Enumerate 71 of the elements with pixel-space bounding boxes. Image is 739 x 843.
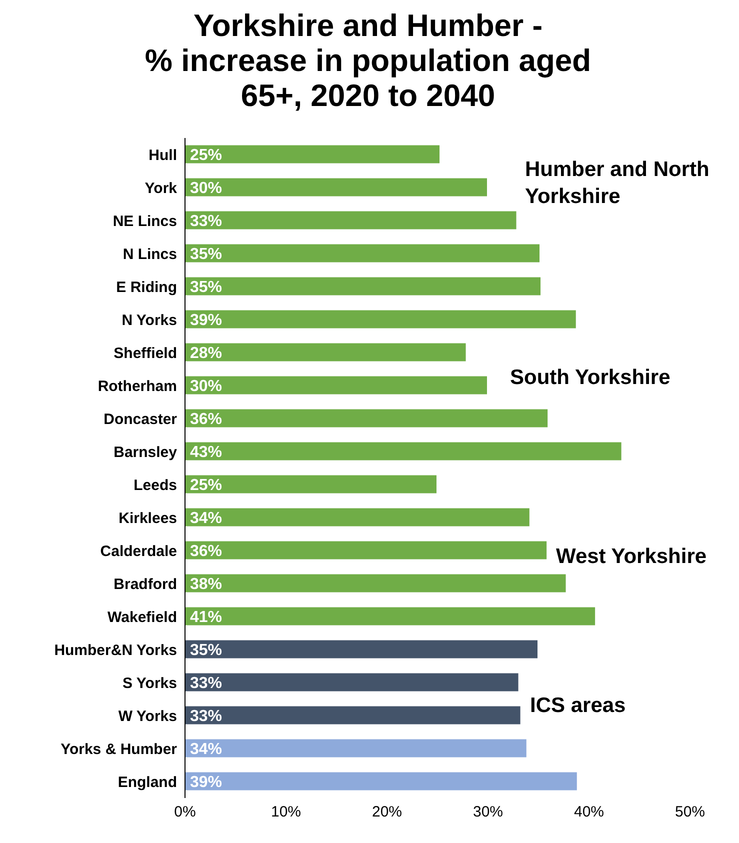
y-tick-label: Hull bbox=[148, 146, 177, 164]
y-tick-label: Rotherham bbox=[98, 378, 177, 395]
bar bbox=[185, 541, 547, 560]
data-label: 35% bbox=[190, 246, 222, 263]
bar bbox=[185, 706, 520, 724]
data-label: 35% bbox=[190, 642, 222, 659]
data-label: 38% bbox=[190, 576, 222, 593]
annotation: Humber and North Yorkshire bbox=[525, 157, 710, 210]
y-tick-label: Doncaster bbox=[104, 410, 178, 428]
y-tick-label: York bbox=[144, 180, 178, 197]
y-tick-label: Yorks & Humber bbox=[60, 740, 178, 758]
x-tick-label: 50% bbox=[674, 804, 706, 821]
bar bbox=[185, 673, 518, 692]
bar bbox=[185, 211, 516, 230]
data-label: 41% bbox=[190, 608, 222, 626]
data-label: 30% bbox=[190, 378, 222, 395]
y-tick-label: Humber&N Yorks bbox=[54, 642, 177, 659]
x-tick-label: 30% bbox=[472, 804, 504, 821]
data-label: 28% bbox=[190, 344, 222, 362]
bar bbox=[185, 607, 596, 626]
data-label: 36% bbox=[190, 542, 222, 560]
y-tick-label: Sheffield bbox=[114, 344, 177, 362]
y-tick-label: S Yorks bbox=[122, 674, 177, 692]
x-tick-label: 0% bbox=[174, 804, 196, 821]
bar bbox=[185, 739, 526, 758]
y-tick-label: Leeds bbox=[134, 476, 177, 494]
annotation: ICS areas bbox=[530, 693, 627, 719]
bar bbox=[185, 475, 436, 494]
y-tick-label: NE Lincs bbox=[112, 212, 177, 230]
chart-title: Yorkshire and Humber - % increase in population aged 65+, 2020 to 2040 bbox=[144, 8, 592, 113]
x-tick-label: 40% bbox=[574, 804, 604, 821]
y-tick-label: Barnsley bbox=[114, 444, 178, 461]
y-tick-label: Bradford bbox=[114, 576, 177, 593]
data-label: 39% bbox=[190, 774, 222, 791]
data-label: 25% bbox=[190, 476, 222, 494]
bar bbox=[185, 442, 622, 460]
data-label: 36% bbox=[190, 410, 222, 428]
bar bbox=[185, 310, 576, 328]
y-tick-label: England bbox=[118, 774, 177, 791]
bar bbox=[185, 574, 566, 592]
bar bbox=[185, 409, 548, 428]
data-label: 33% bbox=[190, 212, 222, 230]
bar bbox=[185, 640, 538, 658]
annotation: West Yorkshire bbox=[556, 544, 708, 570]
data-label: 43% bbox=[190, 444, 222, 461]
data-label: 25% bbox=[190, 146, 222, 164]
bar bbox=[185, 343, 466, 362]
y-tick-label: Wakefield bbox=[108, 608, 177, 626]
bar bbox=[185, 376, 487, 394]
bar bbox=[185, 178, 487, 196]
x-tick-label: 10% bbox=[270, 804, 302, 821]
y-tick-label: Calderdale bbox=[100, 542, 177, 560]
data-label: 34% bbox=[190, 510, 222, 527]
data-label: 33% bbox=[190, 708, 222, 725]
y-tick-label: E Riding bbox=[116, 278, 177, 296]
data-label: 35% bbox=[190, 278, 222, 296]
x-tick-label: 20% bbox=[372, 804, 402, 821]
data-label: 33% bbox=[190, 674, 222, 692]
y-tick-label: N Lincs bbox=[122, 246, 177, 263]
annotation: South Yorkshire bbox=[510, 365, 672, 391]
y-tick-label: Kirklees bbox=[118, 510, 177, 527]
y-tick-label: W Yorks bbox=[118, 708, 177, 725]
bar bbox=[185, 145, 440, 164]
bar bbox=[185, 277, 541, 296]
bar bbox=[185, 772, 577, 790]
data-label: 39% bbox=[190, 312, 222, 329]
bar bbox=[185, 508, 530, 526]
y-tick-label: N Yorks bbox=[122, 312, 177, 329]
data-label: 30% bbox=[190, 180, 222, 197]
data-label: 34% bbox=[190, 740, 222, 758]
bar bbox=[185, 244, 540, 262]
